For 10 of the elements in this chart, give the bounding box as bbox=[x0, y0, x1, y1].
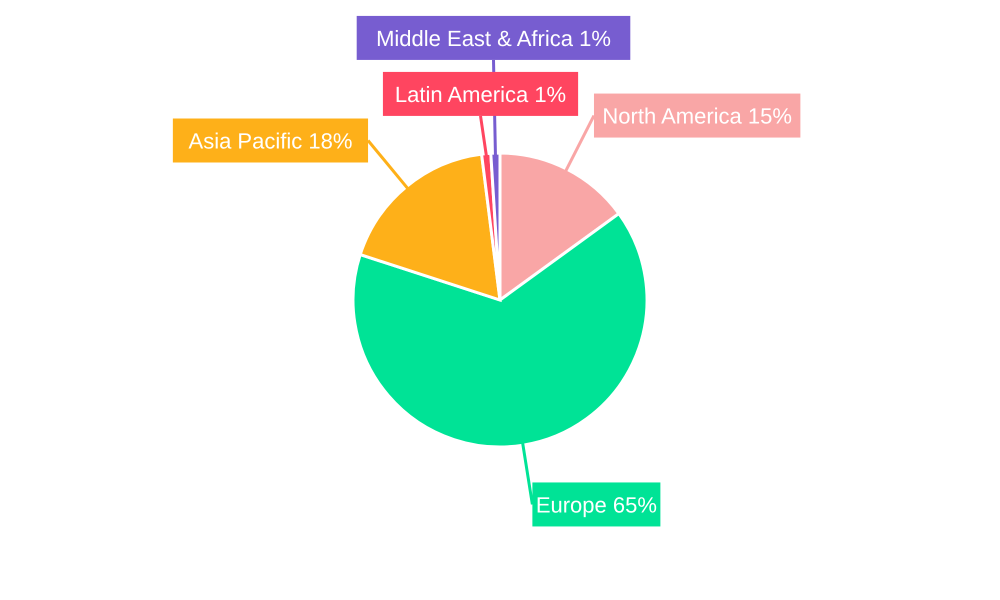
data-label: 65% bbox=[612, 492, 657, 517]
slice-label: Latin America bbox=[394, 81, 534, 106]
data-label: 1% bbox=[534, 81, 566, 106]
data-label: 18% bbox=[308, 128, 352, 154]
slice-label: Middle East & Africa bbox=[376, 25, 580, 50]
slice-label: Asia Pacific bbox=[188, 128, 308, 154]
data-label: 1% bbox=[579, 25, 611, 50]
slice-label: North America bbox=[602, 103, 748, 128]
slice-label: Europe bbox=[536, 492, 613, 517]
data-label: 15% bbox=[748, 103, 792, 128]
